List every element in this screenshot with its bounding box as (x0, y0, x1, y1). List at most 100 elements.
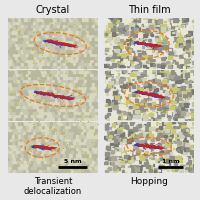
Bar (120, 133, 124, 136)
Bar (71, 60, 73, 62)
Bar (36, 93, 38, 95)
Bar (107, 113, 110, 115)
Bar (89, 142, 91, 144)
Bar (110, 158, 112, 160)
Bar (20, 47, 22, 49)
Bar (82, 154, 85, 157)
Bar (156, 43, 160, 46)
Point (31, 122, 34, 125)
Bar (140, 68, 144, 72)
Point (74, 24, 78, 27)
Bar (16, 66, 19, 69)
Bar (191, 134, 193, 135)
Bar (61, 105, 64, 108)
Bar (160, 88, 164, 91)
Bar (73, 38, 75, 40)
Bar (127, 146, 132, 149)
Bar (87, 41, 90, 43)
Bar (49, 66, 51, 69)
Bar (28, 115, 30, 117)
Point (41, 56, 44, 59)
Bar (73, 70, 75, 73)
Bar (37, 167, 40, 169)
Bar (69, 77, 72, 79)
Bar (98, 83, 101, 86)
Bar (84, 67, 86, 70)
Bar (181, 86, 185, 90)
Bar (177, 89, 178, 90)
Bar (159, 18, 161, 21)
Bar (168, 133, 171, 135)
Bar (12, 69, 14, 72)
Bar (184, 78, 186, 80)
Bar (47, 115, 49, 117)
Bar (181, 59, 183, 61)
Bar (153, 64, 155, 66)
Bar (159, 35, 163, 38)
Bar (69, 173, 72, 176)
Bar (127, 77, 129, 78)
Bar (86, 70, 88, 73)
Bar (39, 74, 41, 76)
Bar (132, 21, 136, 24)
Bar (150, 72, 151, 73)
Bar (189, 80, 190, 82)
Bar (57, 18, 59, 21)
Bar (97, 41, 99, 43)
Bar (115, 141, 118, 144)
Bar (138, 123, 142, 126)
Bar (149, 60, 151, 62)
Bar (52, 119, 54, 122)
Bar (124, 160, 127, 163)
Bar (139, 38, 142, 41)
Bar (161, 141, 164, 143)
Bar (143, 62, 147, 65)
Bar (31, 18, 33, 21)
Bar (179, 88, 181, 90)
Bar (45, 74, 48, 76)
Point (61, 29, 65, 32)
Bar (183, 162, 186, 164)
Bar (132, 97, 134, 99)
Bar (128, 67, 132, 71)
Bar (164, 135, 166, 137)
Bar (61, 132, 64, 134)
Bar (147, 50, 151, 54)
Bar (68, 118, 70, 121)
Bar (188, 168, 192, 171)
Bar (155, 38, 158, 41)
Bar (95, 25, 98, 27)
Bar (140, 79, 144, 83)
Text: 5 nm: 5 nm (64, 159, 81, 164)
Bar (167, 115, 171, 118)
Bar (90, 80, 93, 82)
Bar (68, 67, 70, 70)
Bar (183, 55, 186, 58)
Bar (106, 72, 109, 74)
Bar (78, 47, 80, 49)
Bar (159, 164, 163, 167)
Bar (172, 106, 176, 109)
Bar (15, 173, 17, 176)
Bar (34, 38, 37, 40)
Bar (82, 167, 85, 169)
Bar (144, 35, 147, 38)
Bar (137, 17, 138, 19)
Bar (185, 127, 187, 129)
Bar (133, 100, 136, 102)
Bar (47, 90, 49, 92)
Point (71, 93, 75, 96)
Bar (61, 60, 64, 62)
Bar (105, 158, 106, 159)
Bar (193, 70, 197, 74)
Bar (127, 24, 130, 26)
Bar (13, 170, 16, 173)
Bar (122, 122, 126, 125)
Bar (52, 15, 54, 18)
Bar (177, 149, 179, 151)
Bar (39, 22, 41, 24)
Bar (189, 98, 190, 99)
Bar (76, 129, 78, 131)
Bar (58, 126, 61, 128)
Bar (60, 102, 62, 105)
